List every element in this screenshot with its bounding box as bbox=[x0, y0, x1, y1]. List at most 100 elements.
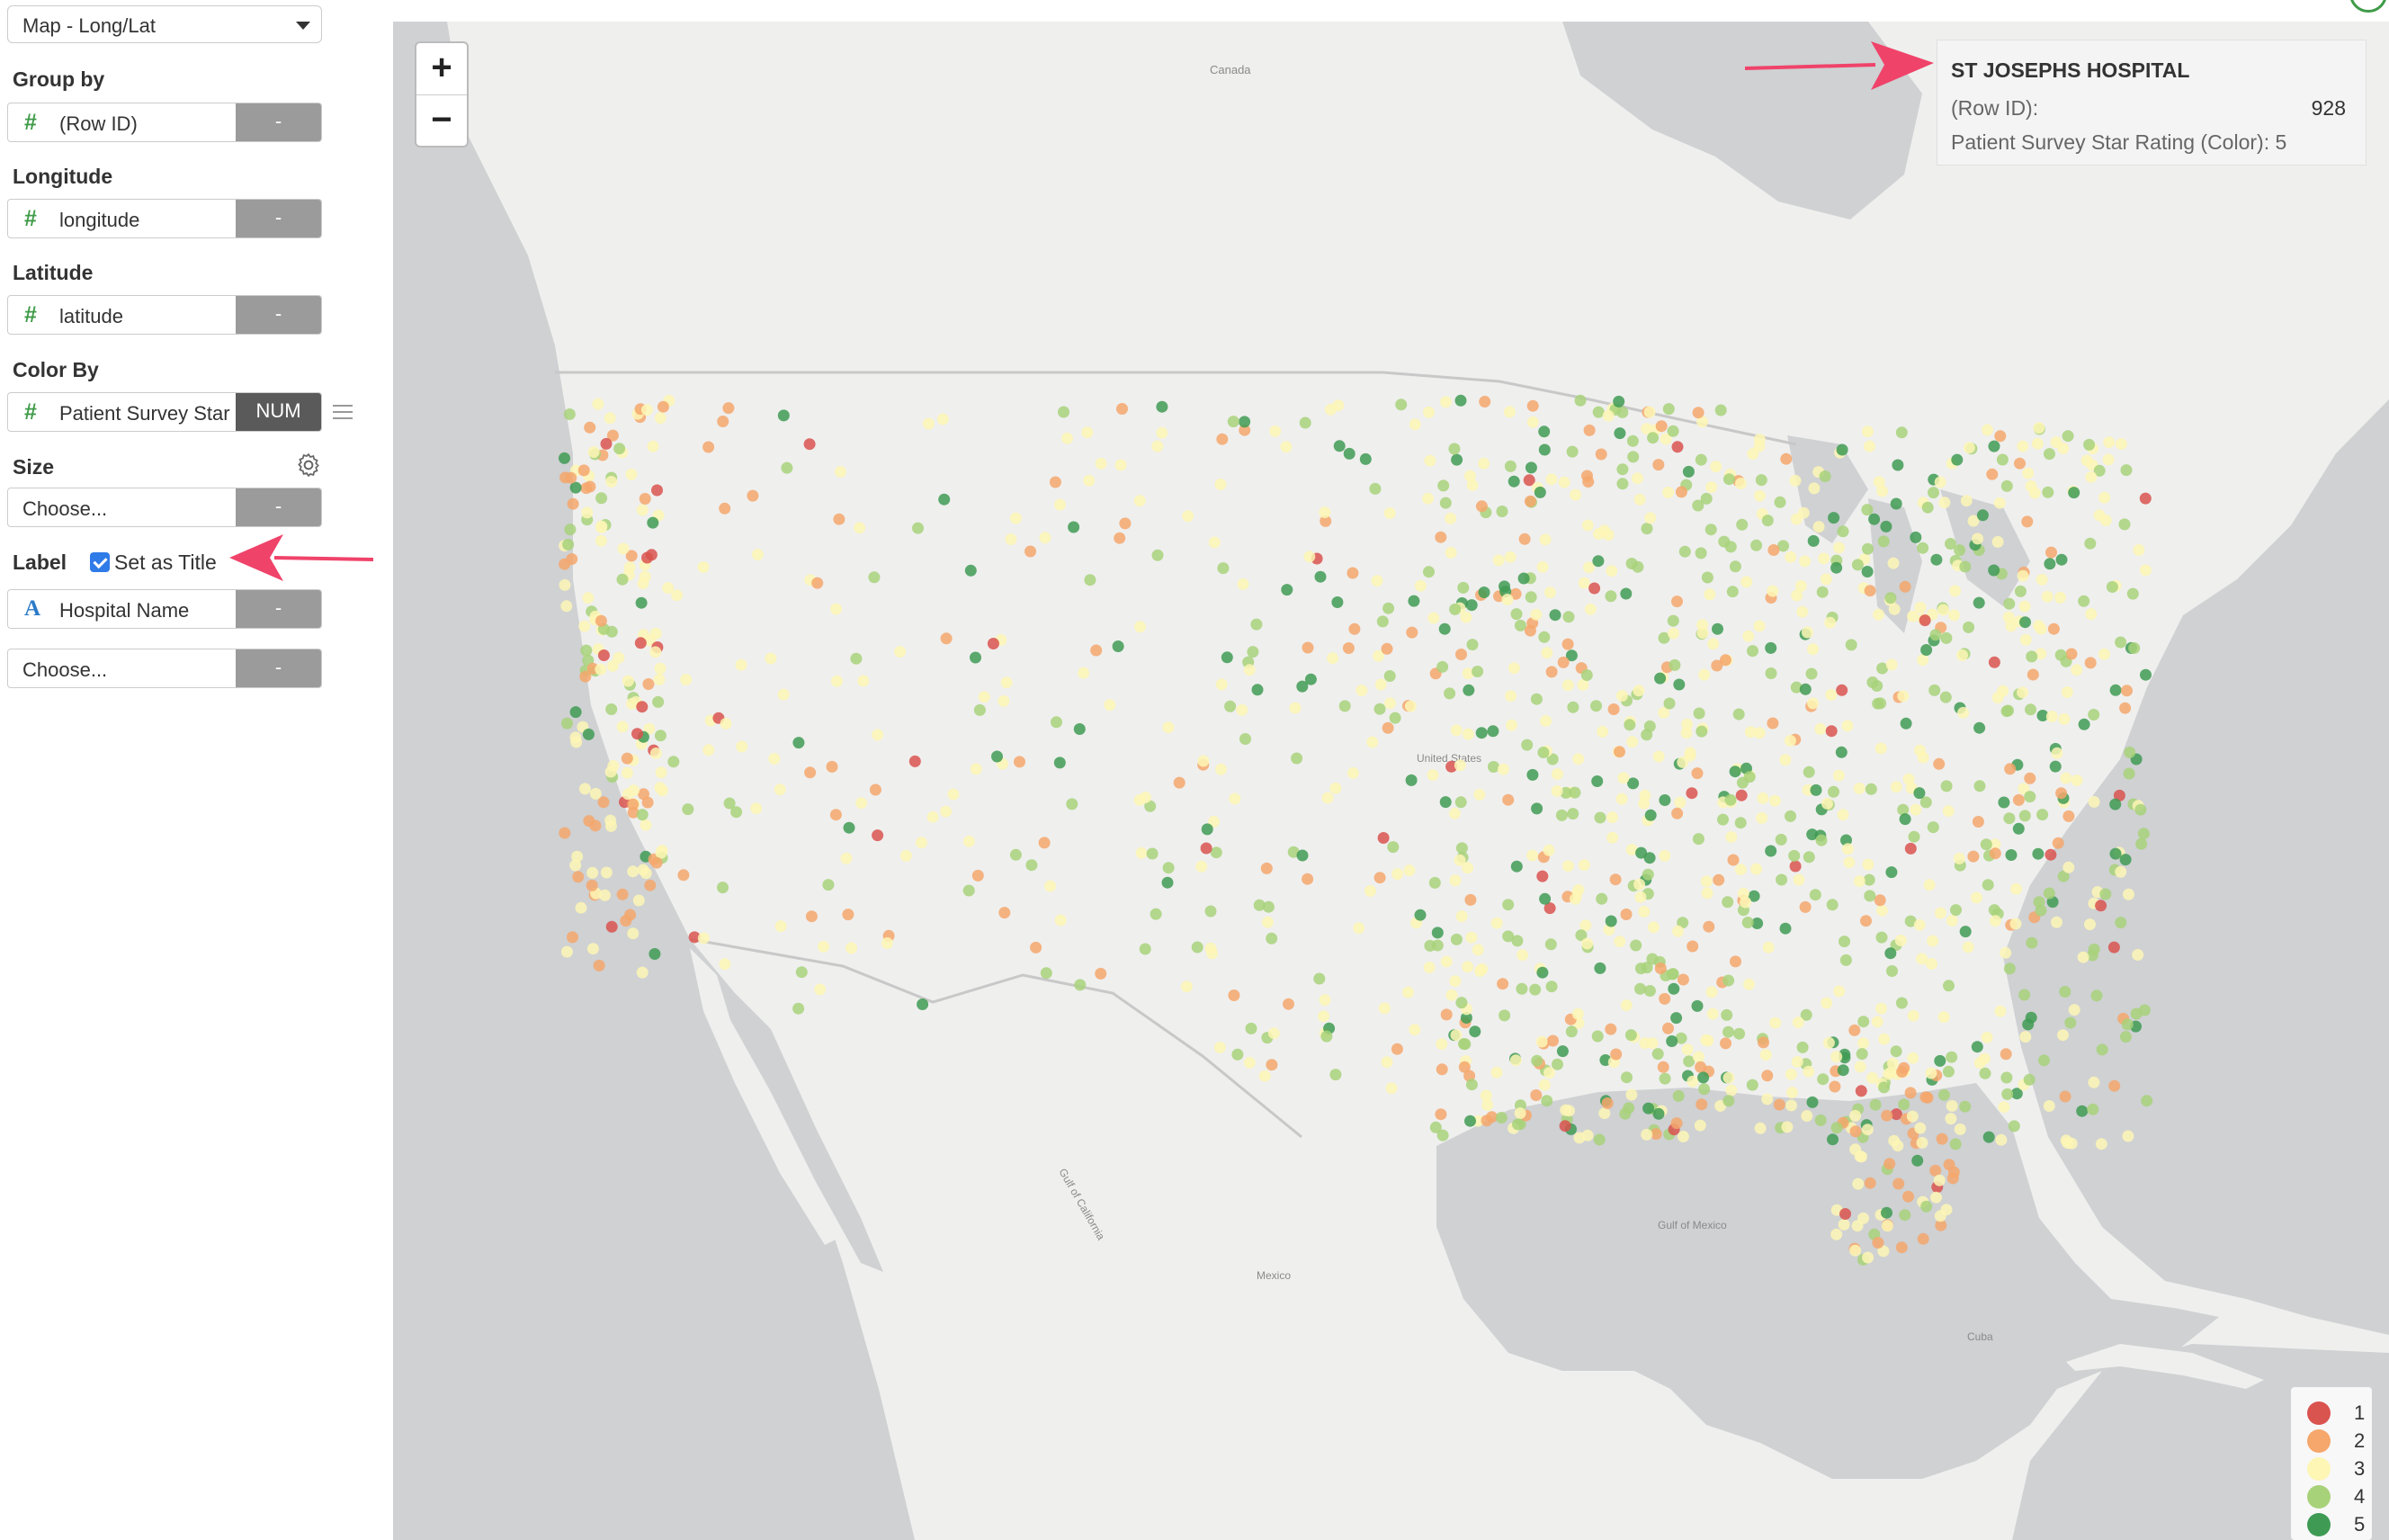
hospital-marker[interactable] bbox=[1700, 875, 1713, 888]
hospital-marker[interactable] bbox=[1359, 452, 1372, 465]
hospital-marker[interactable] bbox=[1641, 523, 1653, 535]
hospital-marker[interactable] bbox=[1436, 1129, 1449, 1142]
hospital-marker[interactable] bbox=[1875, 1002, 1887, 1015]
hospital-marker[interactable] bbox=[1479, 396, 1491, 407]
hospital-marker[interactable] bbox=[1560, 1104, 1572, 1116]
hospital-marker[interactable] bbox=[1928, 487, 1939, 499]
hospital-marker[interactable] bbox=[1439, 796, 1452, 809]
hospital-marker[interactable] bbox=[1596, 892, 1608, 905]
hospital-marker[interactable] bbox=[1900, 717, 1912, 730]
hospital-marker[interactable] bbox=[1970, 891, 1982, 904]
hospital-marker[interactable] bbox=[1940, 1204, 1953, 1216]
hospital-marker[interactable] bbox=[595, 614, 607, 627]
hospital-marker[interactable] bbox=[580, 644, 593, 657]
hospital-marker[interactable] bbox=[595, 492, 608, 505]
hospital-marker[interactable] bbox=[1854, 1061, 1866, 1073]
hospital-marker[interactable] bbox=[1725, 1084, 1738, 1097]
hospital-marker[interactable] bbox=[1876, 485, 1889, 497]
hospital-marker[interactable] bbox=[1654, 962, 1667, 974]
hospital-marker[interactable] bbox=[1054, 914, 1067, 927]
hospital-marker[interactable] bbox=[1632, 472, 1643, 485]
hospital-marker[interactable] bbox=[2036, 809, 2049, 821]
hospital-marker[interactable] bbox=[1538, 443, 1551, 456]
hospital-marker[interactable] bbox=[1460, 611, 1472, 623]
hospital-marker[interactable] bbox=[1892, 1177, 1905, 1190]
hospital-marker[interactable] bbox=[1950, 904, 1962, 917]
hospital-marker[interactable] bbox=[1605, 590, 1617, 603]
hospital-marker[interactable] bbox=[2052, 837, 2064, 849]
hospital-marker[interactable] bbox=[1851, 559, 1864, 571]
hospital-marker[interactable] bbox=[1609, 873, 1622, 886]
hospital-marker[interactable] bbox=[1947, 609, 1960, 622]
hospital-marker[interactable] bbox=[2140, 668, 2152, 681]
hospital-marker[interactable] bbox=[1499, 1009, 1511, 1022]
hospital-marker[interactable] bbox=[579, 670, 592, 683]
hospital-marker[interactable] bbox=[2115, 917, 2127, 929]
hospital-marker[interactable] bbox=[1395, 398, 1408, 411]
hospital-marker[interactable] bbox=[1718, 535, 1731, 548]
hospital-marker[interactable] bbox=[1314, 570, 1327, 583]
hospital-marker[interactable] bbox=[1095, 967, 1107, 980]
hospital-marker[interactable] bbox=[1819, 470, 1831, 482]
hospital-marker[interactable] bbox=[2121, 1018, 2134, 1031]
hospital-marker[interactable] bbox=[1215, 678, 1228, 691]
hospital-marker[interactable] bbox=[1462, 728, 1474, 740]
hospital-marker[interactable] bbox=[1887, 557, 1900, 569]
hospital-marker[interactable] bbox=[1875, 742, 1887, 755]
hospital-marker[interactable] bbox=[2124, 746, 2136, 758]
group-by-remove-button[interactable]: - bbox=[236, 103, 321, 141]
hospital-marker[interactable] bbox=[1785, 551, 1797, 563]
hospital-marker[interactable] bbox=[973, 703, 986, 716]
hospital-marker[interactable] bbox=[1591, 775, 1604, 787]
hospital-marker[interactable] bbox=[1423, 406, 1435, 418]
hospital-marker[interactable] bbox=[2003, 962, 2016, 975]
hospital-marker[interactable] bbox=[622, 675, 634, 687]
hospital-marker[interactable] bbox=[1496, 506, 1508, 517]
hospital-marker[interactable] bbox=[2108, 1079, 2121, 1092]
hospital-marker[interactable] bbox=[1450, 1029, 1463, 1042]
hospital-marker[interactable] bbox=[735, 658, 747, 671]
hospital-marker[interactable] bbox=[1557, 656, 1570, 668]
hospital-marker[interactable] bbox=[1459, 1038, 1472, 1051]
hospital-marker[interactable] bbox=[1907, 1052, 1919, 1064]
hospital-marker[interactable] bbox=[2033, 422, 2045, 434]
hospital-marker[interactable] bbox=[1462, 667, 1474, 680]
hospital-marker[interactable] bbox=[1853, 875, 1866, 888]
hospital-marker[interactable] bbox=[2000, 1071, 2013, 1084]
hospital-marker[interactable] bbox=[1206, 947, 1219, 960]
hospital-marker[interactable] bbox=[1401, 986, 1414, 998]
hospital-marker[interactable] bbox=[1543, 844, 1555, 856]
hospital-marker[interactable] bbox=[1698, 668, 1711, 681]
hospital-marker[interactable] bbox=[1934, 907, 1946, 919]
hospital-marker[interactable] bbox=[1445, 989, 1458, 1001]
hospital-marker[interactable] bbox=[1971, 1041, 1983, 1053]
hospital-marker[interactable] bbox=[1303, 551, 1316, 563]
hospital-marker[interactable] bbox=[1083, 474, 1096, 487]
hospital-marker[interactable] bbox=[2084, 918, 2096, 931]
hospital-marker[interactable] bbox=[625, 550, 638, 562]
hospital-marker[interactable] bbox=[1547, 1034, 1559, 1047]
hospital-marker[interactable] bbox=[2102, 453, 2115, 466]
hospital-marker[interactable] bbox=[1465, 931, 1478, 944]
hospital-marker[interactable] bbox=[1005, 533, 1017, 545]
hospital-marker[interactable] bbox=[857, 675, 870, 687]
hospital-marker[interactable] bbox=[1481, 1099, 1494, 1111]
hospital-marker[interactable] bbox=[2018, 989, 2031, 1001]
hospital-marker[interactable] bbox=[578, 620, 591, 632]
hospital-marker[interactable] bbox=[635, 596, 648, 609]
hospital-marker[interactable] bbox=[1449, 603, 1462, 615]
hospital-marker[interactable] bbox=[894, 646, 907, 658]
hospital-marker[interactable] bbox=[1930, 1191, 1942, 1204]
hospital-marker[interactable] bbox=[1487, 725, 1499, 738]
hospital-marker[interactable] bbox=[1650, 1128, 1662, 1141]
hospital-marker[interactable] bbox=[1789, 474, 1802, 487]
hospital-marker[interactable] bbox=[1598, 1107, 1611, 1120]
hospital-marker[interactable] bbox=[1669, 658, 1681, 671]
hospital-marker[interactable] bbox=[1424, 454, 1436, 467]
hospital-marker[interactable] bbox=[1988, 656, 2000, 668]
hospital-marker[interactable] bbox=[1801, 626, 1813, 639]
hospital-marker[interactable] bbox=[1849, 1244, 1862, 1257]
hospital-marker[interactable] bbox=[1946, 1051, 1958, 1063]
hospital-marker[interactable] bbox=[1455, 842, 1468, 855]
hospital-marker[interactable] bbox=[1454, 759, 1466, 772]
